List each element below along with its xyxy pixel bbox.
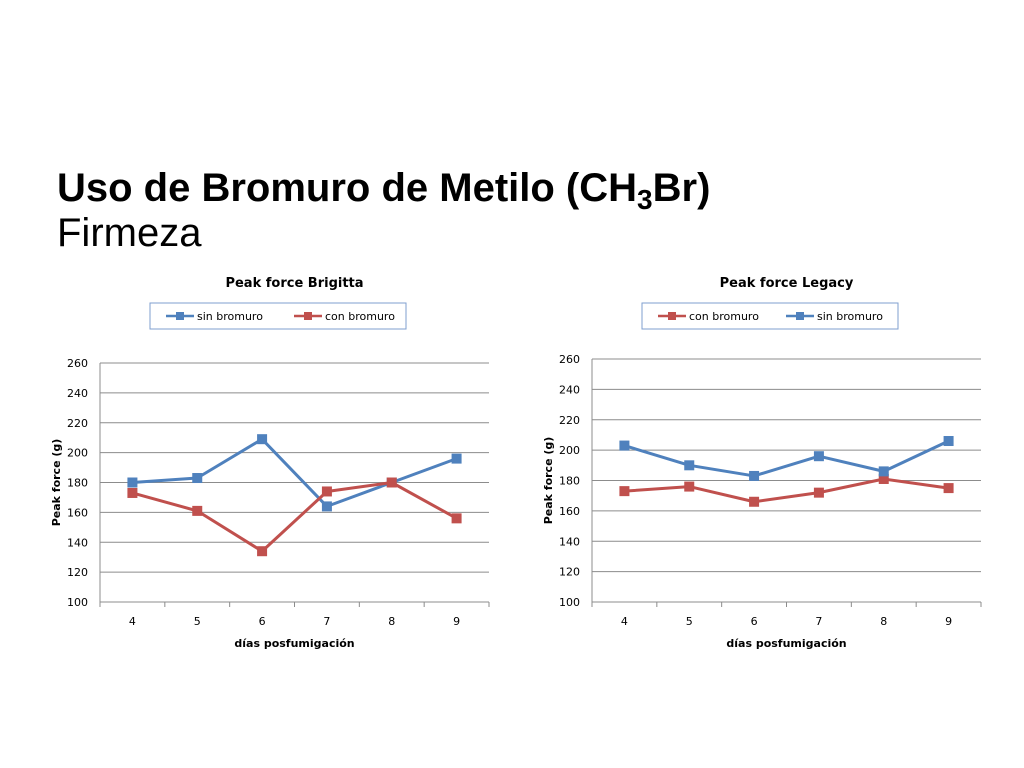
- data-point: [321, 501, 332, 512]
- y-tick-label: 100: [67, 596, 88, 609]
- legend-swatch-marker: [176, 312, 184, 320]
- x-axis-label: días posfumigación: [726, 637, 846, 650]
- x-tick-label: 4: [621, 615, 628, 628]
- series-line: [132, 481, 458, 553]
- chart-legend: con bromuro sin bromuro: [641, 302, 899, 330]
- data-point: [878, 473, 889, 484]
- y-tick-label: 180: [67, 477, 88, 490]
- data-point: [943, 483, 954, 494]
- legend-item: sin bromuro: [786, 310, 883, 323]
- data-point: [386, 477, 397, 488]
- series-con-bromuro: [127, 477, 462, 557]
- y-tick-label: 160: [559, 505, 580, 518]
- x-tick-label: 6: [751, 615, 758, 628]
- legend-swatch-marker: [304, 312, 312, 320]
- y-tick-label: 240: [559, 383, 580, 396]
- y-tick-label: 220: [67, 417, 88, 430]
- legend-swatch-marker: [796, 312, 804, 320]
- x-tick-label: 7: [323, 615, 330, 628]
- legend-label: con bromuro: [689, 310, 759, 323]
- y-tick-label: 260: [67, 357, 88, 370]
- x-tick-label: 5: [194, 615, 201, 628]
- data-point: [813, 487, 824, 498]
- data-point: [749, 496, 760, 507]
- data-point: [127, 487, 138, 498]
- data-point: [321, 486, 332, 497]
- y-tick-label: 140: [559, 535, 580, 548]
- data-point: [192, 473, 203, 484]
- data-point: [127, 477, 138, 488]
- series-line: [624, 477, 949, 504]
- y-tick-label: 100: [559, 596, 580, 609]
- legend-label: sin bromuro: [817, 310, 883, 323]
- data-point: [813, 451, 824, 462]
- chart-title: Peak force Brigitta: [225, 276, 363, 291]
- data-point: [749, 470, 760, 481]
- y-tick-label: 260: [559, 353, 580, 366]
- y-tick-label: 200: [67, 447, 88, 460]
- data-point: [619, 440, 630, 451]
- x-tick-label: 9: [453, 615, 460, 628]
- data-point: [257, 546, 268, 557]
- data-point: [684, 460, 695, 471]
- slide-title-end: Br): [652, 166, 711, 210]
- data-point: [451, 453, 462, 464]
- data-point: [451, 513, 462, 524]
- y-tick-label: 140: [67, 536, 88, 549]
- legend-swatch-marker: [668, 312, 676, 320]
- slide-title-subscript: 3: [637, 184, 653, 215]
- legend-item: sin bromuro: [166, 310, 263, 323]
- series-con-bromuro: [619, 473, 954, 507]
- series-line: [623, 439, 950, 478]
- x-tick-label: 5: [686, 615, 693, 628]
- chart-legend: sin bromuro con bromuro: [149, 302, 407, 330]
- series-sin-bromuro: [619, 436, 954, 481]
- data-point: [684, 481, 695, 492]
- x-tick-label: 6: [259, 615, 266, 628]
- y-tick-label: 120: [559, 566, 580, 579]
- x-axis-label: días posfumigación: [234, 637, 354, 650]
- chart-title: Peak force Legacy: [720, 276, 854, 291]
- x-tick-label: 7: [815, 615, 822, 628]
- x-tick-label: 9: [945, 615, 952, 628]
- data-point: [619, 486, 630, 497]
- chart-peak-force-legacy: Peak force Legacy con bromuro sin bromuro 1…: [542, 276, 982, 650]
- legend-item: con bromuro: [658, 310, 759, 323]
- x-tick-label: 8: [388, 615, 395, 628]
- legend-label: con bromuro: [325, 310, 395, 323]
- y-tick-label: 200: [559, 444, 580, 457]
- y-tick-label: 120: [67, 566, 88, 579]
- slide-subtitle: Firmeza: [57, 211, 202, 255]
- x-tick-label: 4: [129, 615, 136, 628]
- y-tick-label: 240: [67, 387, 88, 400]
- x-tick-label: 8: [880, 615, 887, 628]
- chart-peak-force-brigitta: Peak force Brigitta sin bromuro con bromur…: [50, 276, 490, 650]
- y-axis-label: Peak force (g): [50, 439, 63, 527]
- data-point: [257, 434, 268, 445]
- data-point: [943, 436, 954, 447]
- slide-title: Uso de Bromuro de Metilo (CH3Br): [57, 164, 711, 215]
- data-point: [878, 466, 889, 477]
- legend-label: sin bromuro: [197, 310, 263, 323]
- series-line: [132, 437, 458, 508]
- y-tick-label: 180: [559, 475, 580, 488]
- y-tick-label: 160: [67, 506, 88, 519]
- legend-item: con bromuro: [294, 310, 395, 323]
- data-point: [192, 505, 203, 516]
- y-axis-label: Peak force (g): [542, 437, 555, 525]
- slide-title-main: Uso de Bromuro de Metilo (CH: [57, 166, 638, 210]
- y-tick-label: 220: [559, 414, 580, 427]
- series-sin-bromuro: [127, 434, 462, 512]
